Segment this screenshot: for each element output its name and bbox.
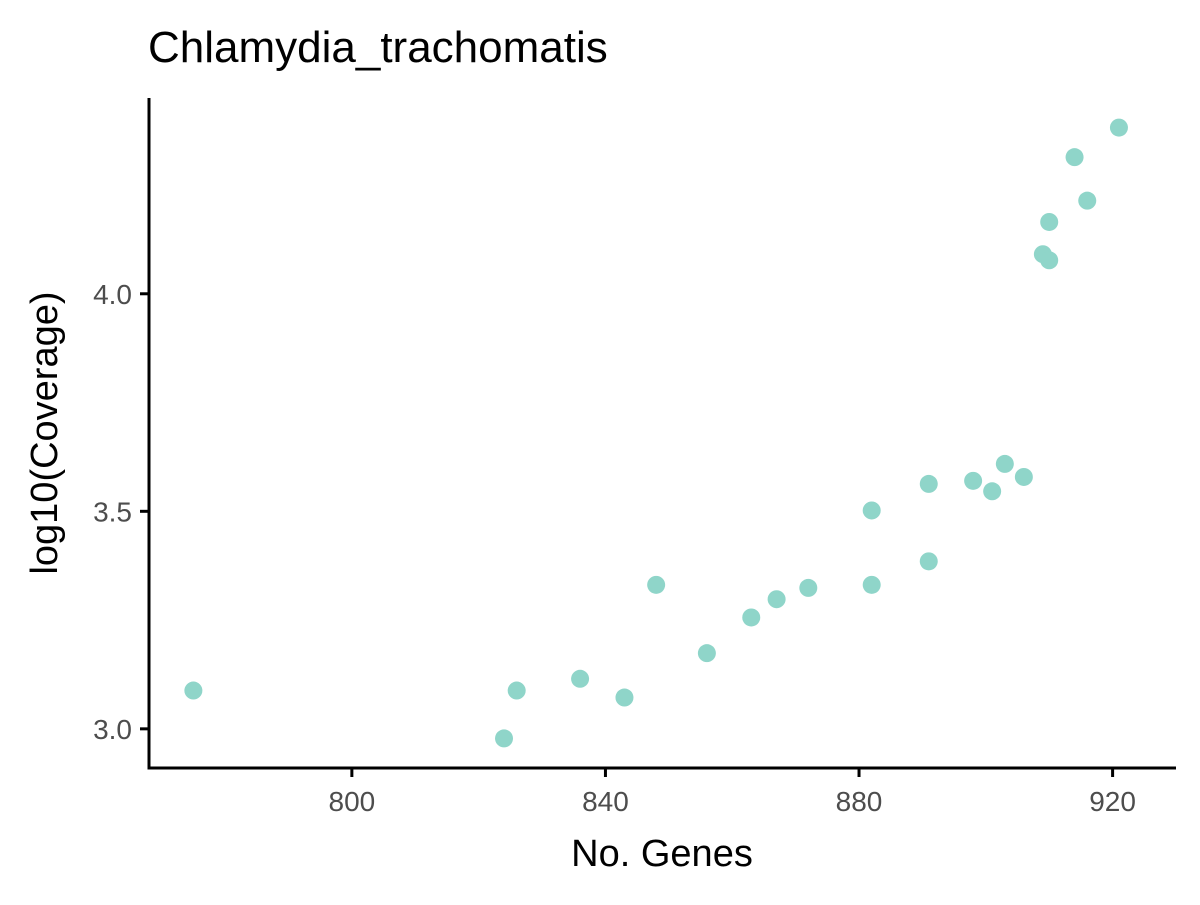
data-point: [995, 454, 1014, 473]
data-point: [1109, 118, 1128, 137]
x-tick-label: 800: [329, 786, 376, 817]
data-point: [507, 681, 526, 700]
data-point: [964, 471, 983, 490]
data-point: [799, 578, 818, 597]
data-point: [1065, 148, 1084, 167]
data-point: [647, 575, 666, 594]
chart-title: Chlamydia_trachomatis: [148, 23, 608, 72]
data-point: [862, 501, 881, 520]
data-point: [1040, 212, 1059, 231]
x-axis-label: No. Genes: [571, 833, 753, 875]
points-layer: [184, 118, 1128, 748]
y-tick-label: 4.0: [93, 279, 132, 310]
data-point: [1014, 467, 1033, 486]
data-point: [767, 590, 786, 609]
data-point: [1040, 251, 1059, 270]
data-point: [742, 608, 761, 627]
data-point: [697, 644, 716, 663]
y-tick-label: 3.5: [93, 496, 132, 527]
x-tick-label: 840: [582, 786, 629, 817]
data-point: [919, 474, 938, 493]
x-tick-label: 880: [836, 786, 883, 817]
data-point: [919, 552, 938, 571]
data-point: [615, 688, 634, 707]
data-point: [862, 575, 881, 594]
y-tick-label: 3.0: [93, 714, 132, 745]
data-point: [571, 669, 590, 688]
x-tick-label: 920: [1089, 786, 1136, 817]
y-axis-label: log10(Coverage): [24, 291, 66, 574]
data-point: [184, 681, 203, 700]
data-point: [1078, 191, 1097, 210]
axes-layer: 800 840 880 920 3.0 3.5 4.0: [93, 98, 1176, 817]
data-point: [983, 482, 1002, 501]
data-point: [495, 729, 514, 748]
